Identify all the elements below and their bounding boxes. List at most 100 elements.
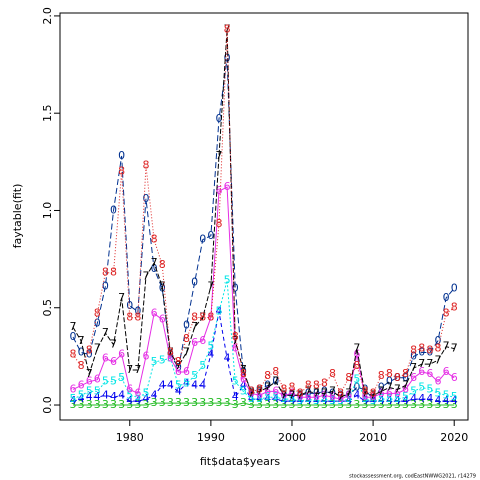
- point-marker: 7: [345, 386, 352, 399]
- point-marker: 5: [159, 353, 166, 366]
- point-marker: 6: [232, 342, 239, 355]
- y-tick-label: 2.0: [41, 7, 54, 25]
- point-marker: 5: [378, 392, 385, 405]
- point-marker: 4: [402, 394, 409, 407]
- point-marker: 4: [451, 394, 458, 407]
- point-marker: 5: [280, 392, 287, 405]
- point-marker: 5: [175, 379, 182, 392]
- point-marker: 0: [451, 281, 458, 294]
- point-marker: 4: [272, 392, 279, 405]
- point-marker: 4: [102, 388, 109, 401]
- point-marker: 4: [264, 392, 271, 405]
- point-marker: 0: [410, 349, 417, 362]
- point-marker: 5: [110, 375, 117, 388]
- point-marker: 5: [418, 381, 425, 394]
- point-marker: 4: [378, 394, 385, 407]
- y-tick-label: 0.5: [41, 299, 54, 317]
- point-marker: 7: [337, 390, 344, 403]
- point-marker: 4: [78, 392, 85, 405]
- point-marker: 7: [215, 149, 222, 162]
- point-marker: 5: [426, 382, 433, 395]
- point-marker: 3: [386, 398, 393, 411]
- point-marker: 4: [142, 392, 149, 405]
- point-marker: 8: [86, 344, 93, 357]
- point-marker: 3: [118, 398, 125, 411]
- point-marker: 4: [175, 384, 182, 397]
- point-marker: 7: [378, 384, 385, 397]
- point-marker: 0: [321, 384, 328, 397]
- point-marker: 0: [175, 361, 182, 374]
- point-marker: 7: [329, 384, 336, 397]
- point-marker: 5: [215, 305, 222, 318]
- point-marker: 7: [280, 388, 287, 401]
- point-marker: 6: [78, 379, 85, 392]
- point-marker: 4: [313, 394, 320, 407]
- point-marker: 6: [69, 382, 76, 395]
- y-axis-label: faytable(fit): [11, 184, 24, 249]
- point-marker: 0: [337, 388, 344, 401]
- point-marker: 4: [361, 394, 368, 407]
- point-marker: 5: [353, 373, 360, 386]
- point-marker: 5: [142, 386, 149, 399]
- point-marker: 4: [353, 388, 360, 401]
- point-marker: 8: [118, 165, 125, 178]
- point-marker: 6: [151, 307, 158, 320]
- point-marker: 6: [272, 384, 279, 397]
- point-marker: 6: [394, 386, 401, 399]
- point-marker: 3: [126, 398, 133, 411]
- point-marker: 8: [305, 379, 312, 392]
- point-marker: 6: [321, 388, 328, 401]
- point-marker: 5: [394, 392, 401, 405]
- point-marker: 7: [443, 340, 450, 353]
- point-marker: 8: [272, 365, 279, 378]
- point-marker: 4: [288, 394, 295, 407]
- point-marker: 8: [191, 310, 198, 323]
- point-marker: 6: [86, 375, 93, 388]
- point-marker: 6: [167, 351, 174, 364]
- point-marker: 7: [240, 363, 247, 376]
- point-marker: 5: [313, 394, 320, 407]
- point-marker: 6: [240, 373, 247, 386]
- point-marker: 4: [199, 379, 206, 392]
- point-marker: 5: [305, 392, 312, 405]
- point-marker: 3: [353, 398, 360, 411]
- point-marker: 3: [110, 398, 117, 411]
- point-marker: 3: [410, 398, 417, 411]
- point-marker: 8: [370, 386, 377, 399]
- point-marker: 5: [69, 392, 76, 405]
- point-marker: 3: [434, 398, 441, 411]
- point-marker: 6: [410, 371, 417, 384]
- point-marker: 5: [199, 359, 206, 372]
- point-marker: 0: [102, 279, 109, 292]
- point-marker: 5: [329, 394, 336, 407]
- point-marker: 4: [426, 392, 433, 405]
- point-marker: 4: [151, 388, 158, 401]
- point-marker: 6: [451, 371, 458, 384]
- point-marker: 6: [443, 365, 450, 378]
- point-marker: 0: [207, 229, 214, 242]
- point-marker: 5: [207, 340, 214, 353]
- point-marker: 5: [402, 390, 409, 403]
- point-marker: 6: [94, 373, 101, 386]
- point-marker: 5: [86, 384, 93, 397]
- point-marker: 6: [264, 384, 271, 397]
- point-marker: 5: [240, 384, 247, 397]
- point-marker: 3: [402, 398, 409, 411]
- point-marker: 7: [248, 386, 255, 399]
- point-marker: 4: [183, 377, 190, 390]
- point-marker: 8: [151, 233, 158, 246]
- point-marker: 0: [199, 233, 206, 246]
- point-marker: 6: [370, 390, 377, 403]
- point-marker: 8: [410, 344, 417, 357]
- point-marker: 0: [94, 316, 101, 329]
- point-marker: 3: [183, 396, 190, 409]
- series-line: [72, 280, 455, 402]
- point-marker: 7: [159, 279, 166, 292]
- point-marker: 3: [451, 398, 458, 411]
- point-marker: 0: [361, 382, 368, 395]
- point-marker: 6: [183, 365, 190, 378]
- point-marker: 7: [410, 361, 417, 374]
- point-marker: 3: [134, 398, 141, 411]
- point-marker: 3: [175, 396, 182, 409]
- point-marker: 4: [240, 379, 247, 392]
